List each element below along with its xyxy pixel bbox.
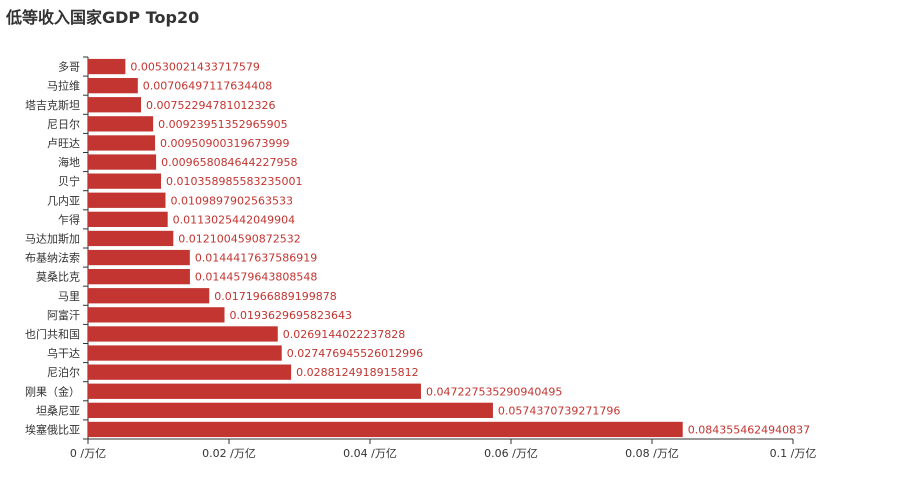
category-label: 布基纳法索 [25,251,80,265]
value-label: 0.0113025442049904 [173,213,295,226]
value-label: 0.0574370739271796 [498,404,620,417]
value-label: 0.0144417637586919 [195,252,317,265]
value-label: 0.0269144022237828 [283,328,405,341]
value-label: 0.0109897902563533 [170,194,292,207]
value-label: 0.0171966889199878 [214,290,336,303]
x-tick-label: 0.08 /万亿 [625,447,679,460]
category-label: 海地 [58,155,80,169]
category-label: 马里 [58,290,80,303]
bar[interactable] [88,402,493,418]
category-label: 刚果（金） [25,384,80,398]
bar[interactable] [88,58,126,75]
bar[interactable] [88,230,174,247]
axes: 0 /万亿 0.02 /万亿 0.04 /万亿 0.06 /万亿 0.08 /万亿 0.1… [70,56,817,460]
bar[interactable] [88,173,162,189]
x-tick-label: 0.02 /万亿 [202,447,256,460]
bar[interactable] [88,364,292,380]
category-label: 马拉维 [47,79,80,93]
bar[interactable] [88,211,168,227]
bar[interactable] [88,345,282,361]
value-label: 0.0843554624940837 [688,423,810,436]
bar[interactable] [88,249,190,266]
value-label: 0.0288124918915812 [296,366,418,379]
category-label: 贝宁 [58,174,80,188]
bars [88,58,683,438]
value-label: 0.0193629695823643 [230,309,352,322]
category-label: 多哥 [58,60,80,74]
category-label: 莫桑比克 [36,271,80,284]
value-label: 0.047227535290940495 [426,385,562,398]
category-label: 坦桑尼亚 [36,403,80,417]
category-label: 塔吉克斯坦 [25,98,80,112]
bar[interactable] [88,326,278,342]
x-tick-label: 0 /万亿 [70,447,106,460]
category-label: 几内亚 [47,193,80,207]
category-label: 乌干达 [47,346,80,360]
bar[interactable] [88,307,225,323]
category-label: 马达加斯加 [25,232,80,245]
value-label: 0.00923951352965905 [158,118,287,131]
x-tick-label: 0.06 /万亿 [484,447,538,460]
bar[interactable] [88,97,142,113]
labels: 多哥 0.00530021433717579 马拉维 0.00706497117634… [25,60,810,437]
x-tick-label: 0.1 /万亿 [770,447,817,460]
category-label: 埃塞俄比亚 [25,422,80,436]
value-label: 0.00950900319673999 [160,137,289,150]
bar[interactable] [88,192,166,208]
bar[interactable] [88,269,190,285]
value-label: 0.00530021433717579 [130,61,259,74]
value-label: 0.010358985583235001 [166,175,302,188]
x-tick-label: 0.04 /万亿 [343,447,397,460]
category-label: 阿富汗 [47,308,80,322]
value-label: 0.0121004590872532 [178,232,300,245]
chart-title: 低等收入国家GDP Top20 [6,8,200,27]
category-label: 乍得 [58,212,80,226]
category-label: 尼日尔 [47,118,80,131]
bar[interactable] [88,421,683,438]
category-label: 卢旺达 [47,137,80,150]
value-label: 0.00706497117634408 [143,80,272,93]
bar[interactable] [88,383,421,399]
value-label: 0.00752294781012326 [146,99,275,112]
value-label: 0.027476945526012996 [287,347,423,360]
bar[interactable] [88,116,154,132]
value-label: 0.0144579643808548 [195,271,317,284]
value-label: 0.009658084644227958 [161,156,297,169]
bar[interactable] [88,154,157,170]
category-label: 也门共和国 [25,327,80,341]
bar[interactable] [88,78,138,94]
bar[interactable] [88,288,210,304]
category-label: 尼泊尔 [47,366,80,379]
bar[interactable] [88,135,156,151]
